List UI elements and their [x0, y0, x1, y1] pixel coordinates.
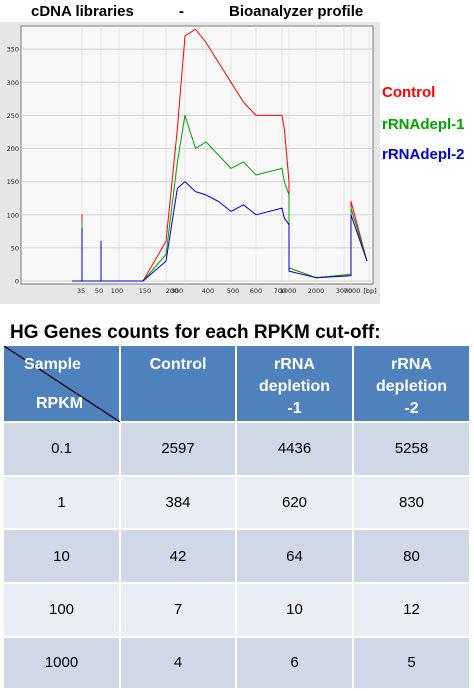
x-tick-label: 700 [274, 287, 286, 295]
value-cell: 5 [353, 635, 471, 688]
corner-cell: Sample RPKM [4, 346, 121, 422]
bioanalyzer-plot: 050100150200250300350400 355010015020030… [0, 22, 380, 304]
rpkm-cell: 1000 [4, 635, 121, 688]
series-line-rrnadepl-2 [72, 181, 368, 282]
x-tick-label: 500 [227, 287, 239, 295]
value-cell: 830 [353, 474, 471, 530]
corner-sample-label: Sample [24, 356, 81, 373]
table-header-row: Sample RPKM Control rRNA depletion -1 rR… [4, 346, 471, 422]
value-cell: 2597 [120, 421, 237, 476]
rpkm-table: Sample RPKM Control rRNA depletion -1 rR… [4, 346, 471, 688]
col-header-line: -2 [404, 400, 419, 417]
table-row: 1 384 620 830 [4, 474, 471, 530]
col-header-rrna-depletion-2: rRNA depletion -2 [353, 346, 471, 422]
x-tick-label: 100 [111, 287, 123, 295]
x-tick-label: 2000 [308, 287, 325, 295]
rpkm-cell: 0.1 [4, 421, 121, 476]
table-row: 100 7 10 12 [4, 582, 471, 637]
col-header-line: depletion [258, 378, 331, 395]
header-right: Bioanalyzer profile [229, 3, 364, 20]
col-header-rrna-depletion-1: rRNA depletion -1 [236, 346, 354, 422]
y-tick-label: 150 [7, 178, 19, 186]
y-tick-label: 100 [7, 211, 19, 219]
x-tick-label: 35 [77, 287, 85, 295]
x-tick-label: 50 [95, 287, 103, 295]
table-row: 1000 4 6 5 [4, 635, 471, 688]
plot-area [20, 25, 374, 285]
col-header-line: rRNA [391, 356, 432, 373]
y-axis-ticks: 050100150200250300350400 [7, 46, 19, 286]
x-tick-label: 1000 [280, 287, 297, 295]
x-tick-label: [bp] [363, 287, 376, 295]
rpkm-cell: 100 [4, 582, 121, 637]
value-cell: 42 [120, 528, 237, 584]
table-row: 10 42 64 80 [4, 528, 471, 584]
corner-rpkm-label: RPKM [36, 395, 84, 412]
x-tick-label: 150 [139, 287, 151, 295]
y-tick-label: 0 [15, 278, 19, 286]
value-cell: 4 [120, 635, 237, 688]
y-tick-label: 200 [7, 145, 19, 153]
value-cell: 80 [353, 528, 471, 584]
value-cell: 6 [236, 635, 354, 688]
legend-control: Control [382, 84, 436, 101]
x-tick-label: 3000 [336, 287, 353, 295]
value-cell: 4436 [236, 421, 354, 476]
header-left: cDNA libraries [31, 3, 134, 20]
y-tick-label: 50 [11, 244, 19, 252]
value-cell: 12 [353, 582, 471, 637]
rpkm-cell: 10 [4, 528, 121, 584]
x-tick-label: 400 [202, 287, 214, 295]
legend-rrnadepl-1: rRNAdepl-1 [382, 116, 465, 133]
x-tick-label: 7000 [344, 287, 361, 295]
value-cell: 64 [236, 528, 354, 584]
header-dash: - [179, 3, 184, 20]
col-header-line: rRNA [274, 356, 315, 373]
x-tick-label: 600 [250, 287, 262, 295]
col-header-line: Control [149, 356, 207, 373]
value-cell: 620 [236, 474, 354, 530]
col-header-control: Control [120, 346, 237, 422]
value-cell: 5258 [353, 421, 471, 476]
value-cell: 10 [236, 582, 354, 637]
series-lines [72, 28, 368, 282]
table-heading: HG Genes counts for each RPKM cut-off: [10, 322, 381, 343]
y-tick-label: 250 [7, 112, 19, 120]
value-cell: 384 [120, 474, 237, 530]
x-tick-label: 200 [166, 287, 178, 295]
legend-rrnadepl-2: rRNAdepl-2 [382, 146, 465, 163]
table-row: 0.1 2597 4436 5258 [4, 421, 471, 476]
grid-lines [21, 26, 373, 284]
corner-diagonal [4, 346, 120, 422]
col-header-line: depletion [375, 378, 448, 395]
y-tick-label: 300 [7, 79, 19, 87]
col-header-line: -1 [287, 400, 302, 417]
x-tick-label: 300 [171, 287, 183, 295]
y-tick-label: 350 [7, 46, 19, 54]
rpkm-cell: 1 [4, 474, 121, 530]
value-cell: 7 [120, 582, 237, 637]
